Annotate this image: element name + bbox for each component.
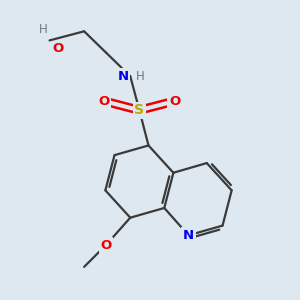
Text: O: O	[100, 238, 112, 251]
Text: N: N	[118, 70, 129, 83]
Text: O: O	[169, 94, 180, 108]
Text: N: N	[183, 229, 194, 242]
Text: S: S	[134, 103, 144, 117]
Text: O: O	[98, 94, 110, 108]
Text: H: H	[39, 23, 48, 36]
Text: O: O	[52, 42, 63, 55]
Text: H: H	[136, 70, 145, 83]
